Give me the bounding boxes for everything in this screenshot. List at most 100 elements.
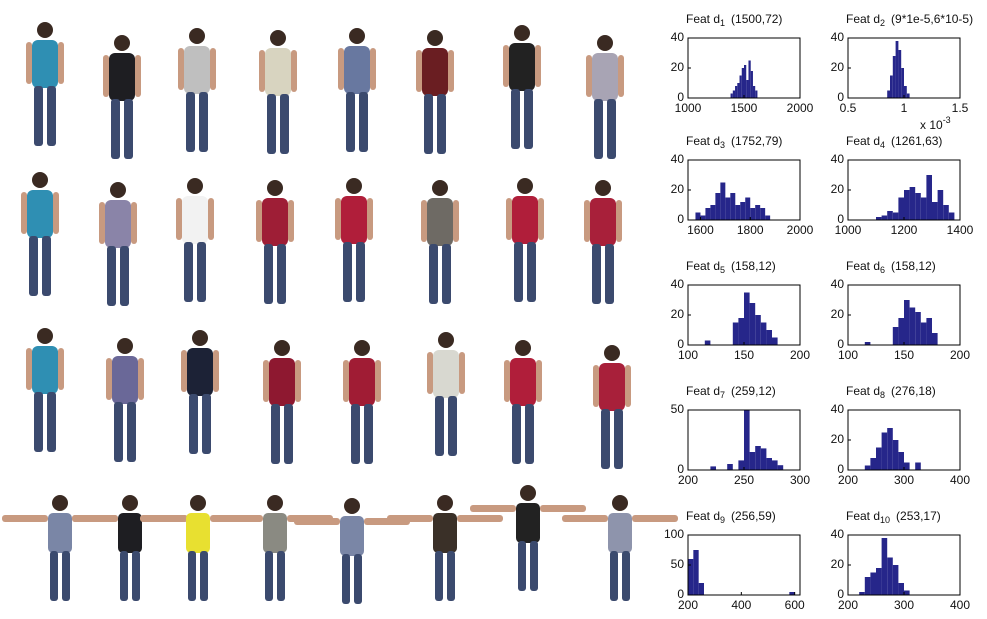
bar xyxy=(765,216,770,221)
bar xyxy=(755,91,757,99)
bar xyxy=(915,193,921,220)
bar xyxy=(760,208,765,220)
chart-title: Feat d4(1261,63) xyxy=(846,134,942,150)
bar xyxy=(915,312,921,345)
bar xyxy=(898,50,901,98)
bar xyxy=(688,559,693,595)
bar xyxy=(870,458,876,470)
title-subscript: 6 xyxy=(880,265,885,275)
title-text: Feat d xyxy=(846,509,880,523)
person-photo xyxy=(294,498,410,604)
histogram: Feat d6(158,12)10015020002040 xyxy=(831,259,971,362)
title-annotation: (1500,72) xyxy=(731,12,782,26)
person-photo xyxy=(506,178,544,302)
histogram: Feat d8(276,18)20030040002040 xyxy=(831,384,971,487)
person-photo xyxy=(176,178,214,302)
bar xyxy=(693,550,698,595)
bar xyxy=(720,183,725,221)
person-photo xyxy=(103,35,141,159)
bar xyxy=(898,198,904,221)
title-subscript: 8 xyxy=(880,390,885,400)
bar xyxy=(750,452,756,470)
bar xyxy=(904,463,910,471)
bar xyxy=(898,318,904,345)
bar xyxy=(766,458,772,470)
bar xyxy=(901,68,904,98)
bar xyxy=(733,323,739,346)
bar xyxy=(865,577,871,595)
x-tick-label: 150 xyxy=(734,348,754,362)
bar xyxy=(730,193,735,220)
bar xyxy=(898,583,904,595)
chart-title: Feat d8(276,18) xyxy=(846,384,936,400)
title-text: Feat d xyxy=(686,384,720,398)
y-tick-label: 100 xyxy=(664,527,684,541)
bar xyxy=(887,91,890,99)
y-tick-label: 20 xyxy=(671,182,685,196)
title-annotation: (256,59) xyxy=(731,509,776,523)
bar xyxy=(727,464,733,470)
x-tick-label: 300 xyxy=(790,473,810,487)
x-tick-label: 250 xyxy=(734,473,754,487)
person-photo xyxy=(584,180,622,304)
y-tick-label: 40 xyxy=(831,527,845,541)
y-tick-label: 20 xyxy=(671,60,685,74)
bar xyxy=(705,208,710,220)
chart-title: Feat d6(158,12) xyxy=(846,259,936,275)
person-photo xyxy=(427,332,465,456)
bar xyxy=(755,205,760,220)
title-subscript: 4 xyxy=(880,140,885,150)
bar xyxy=(699,583,704,595)
person-photo xyxy=(343,340,381,464)
x-tick-label: 150 xyxy=(894,348,914,362)
bar xyxy=(738,460,744,470)
person-photo xyxy=(335,178,373,302)
bar xyxy=(733,91,735,99)
photo-grid xyxy=(2,22,678,604)
title-annotation: (276,18) xyxy=(891,384,936,398)
histogram: Feat d10(253,17)20030040002040 xyxy=(831,509,971,612)
title-text: Feat d xyxy=(686,509,720,523)
person-photo xyxy=(503,25,541,149)
chart-title: Feat d9(256,59) xyxy=(686,509,776,525)
person-photo xyxy=(178,28,216,152)
histogram: Feat d9(256,59)200400600050100 xyxy=(664,509,805,612)
bar xyxy=(745,198,750,221)
title-annotation: (259,12) xyxy=(731,384,776,398)
y-tick-label: 40 xyxy=(671,30,685,44)
x-tick-label: 1 xyxy=(901,101,908,115)
person-photo xyxy=(99,182,137,306)
bar xyxy=(735,86,737,98)
x-tick-label: 1500 xyxy=(731,101,758,115)
x-tick-label: 200 xyxy=(950,348,970,362)
bar xyxy=(766,330,772,345)
bar xyxy=(932,333,938,345)
bar xyxy=(893,440,899,470)
multiplier-exponent: -3 xyxy=(943,115,951,125)
bar xyxy=(778,465,784,470)
title-subscript: 1 xyxy=(720,18,725,28)
y-tick-label: 0 xyxy=(677,462,684,476)
chart-title: Feat d10(253,17) xyxy=(846,509,941,525)
bar xyxy=(904,300,910,345)
page: {"chart_data": [ {"type": "histogram", "… xyxy=(0,0,987,619)
bar xyxy=(748,61,750,99)
bar xyxy=(740,76,742,99)
bar xyxy=(876,568,882,595)
title-subscript: 3 xyxy=(720,140,725,150)
person-photo xyxy=(140,495,256,601)
title-subscript: 2 xyxy=(880,18,885,28)
bar xyxy=(700,216,705,221)
x-tick-label: 300 xyxy=(894,598,914,612)
x-tick-label: 400 xyxy=(950,473,970,487)
bar xyxy=(915,463,921,471)
figure: Feat d1(1500,72)10001500200002040Feat d2… xyxy=(0,0,987,619)
title-subscript: 7 xyxy=(720,390,725,400)
bar xyxy=(705,341,711,346)
person-photo xyxy=(259,30,297,154)
y-tick-label: 50 xyxy=(671,557,685,571)
person-photo xyxy=(217,495,333,601)
